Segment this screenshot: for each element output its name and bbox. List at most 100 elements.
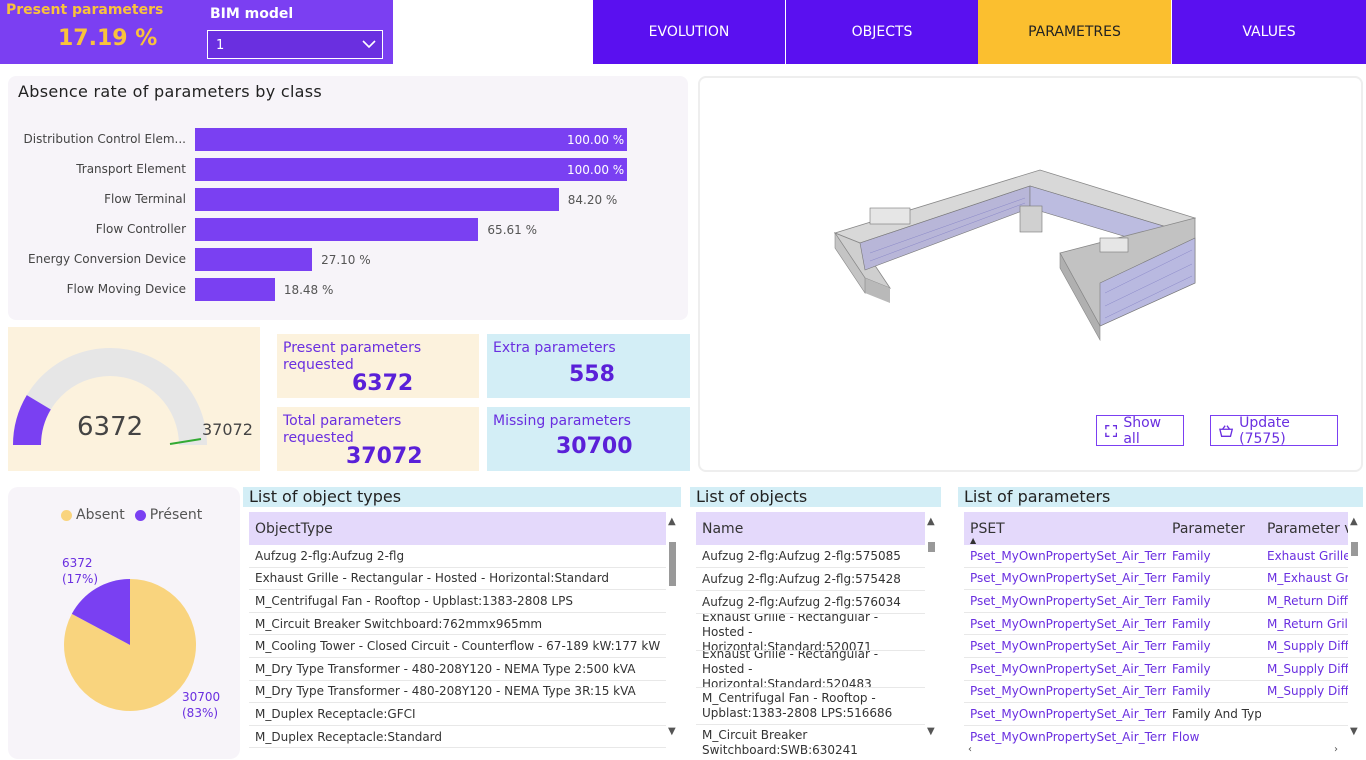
show-all-button[interactable]: Show all (1096, 415, 1184, 447)
parameter-value-cell: M_Supply Diffuse (1267, 684, 1348, 699)
parameter-cell: Family (1172, 593, 1211, 608)
object-type-row[interactable]: M_Centrifugal Fan - Rooftop - Upblast:13… (249, 590, 666, 613)
tab-parametres[interactable]: PARAMETRES (978, 0, 1171, 64)
bar-0[interactable] (195, 128, 627, 151)
legend-absent-label: Absent (76, 507, 125, 523)
bar-5[interactable] (195, 278, 275, 301)
missing-parameters-label: Missing parameters (493, 413, 631, 429)
parameter-row[interactable]: Pset_MyOwnPropertySet_Air_Terminal Family… (964, 635, 1348, 658)
pie-label-present: 6372 (17%) (62, 555, 98, 587)
parameters-header[interactable]: PSET ▲ Parameter Parameter va (964, 512, 1348, 545)
parameters-scrollbar[interactable]: ▲ ▼ (1348, 512, 1360, 745)
pset-column-header[interactable]: PSET ▲ (964, 521, 1166, 545)
scroll-up-icon[interactable]: ▲ (668, 516, 676, 527)
object-type-row[interactable]: M_Dry Type Transformer - 480-208Y120 - N… (249, 681, 666, 704)
scroll-up-icon[interactable]: ▲ (1350, 516, 1358, 527)
parameter-row[interactable]: Pset_MyOwnPropertySet_Air_Terminal Family… (964, 703, 1348, 726)
object-type-row[interactable]: Exhaust Grille - Rectangular - Hosted - … (249, 568, 666, 591)
pie-absent-pct: (83%) (182, 706, 219, 720)
scroll-down-icon[interactable]: ▼ (1350, 726, 1358, 737)
object-type-row[interactable]: M_Cooling Tower - Closed Circuit - Count… (249, 635, 666, 658)
present-parameters-requested-label: Present parameters requested (283, 340, 422, 373)
parameters-list[interactable]: Pset_MyOwnPropertySet_Air_Terminal Family… (964, 545, 1348, 745)
object-type-row[interactable]: M_Duplex Receptacle:Standard (249, 726, 666, 749)
object-row[interactable]: Aufzug 2-flg:Aufzug 2-flg:575428 (696, 568, 925, 591)
scroll-right-icon[interactable]: › (1334, 744, 1338, 755)
header-spacer (393, 0, 593, 64)
chevron-down-icon (362, 40, 376, 49)
pset-cell: Pset_MyOwnPropertySet_Air_Terminal (970, 593, 1166, 608)
bar-category-label: Flow Terminal (104, 192, 186, 206)
parameters-hscrollbar[interactable]: ‹ › (964, 744, 1348, 758)
scroll-thumb[interactable] (1351, 542, 1358, 556)
parameter-row[interactable]: Pset_MyOwnPropertySet_Air_Terminal Flow (964, 726, 1348, 745)
extra-parameters-value: 558 (569, 362, 615, 387)
total-parameters-requested-label: Total parameters requested (283, 413, 402, 446)
bar-2[interactable] (195, 188, 559, 211)
bar-category-label: Flow Controller (95, 222, 186, 236)
object-row[interactable]: Exhaust Grille - Rectangular - Hosted - … (696, 651, 925, 688)
bar-1[interactable] (195, 158, 627, 181)
parameter-row[interactable]: Pset_MyOwnPropertySet_Air_Terminal Family… (964, 613, 1348, 636)
scroll-thumb[interactable] (669, 542, 676, 586)
object-row[interactable]: Aufzug 2-flg:Aufzug 2-flg:575085 (696, 545, 925, 568)
bim-3d-viewer[interactable] (698, 76, 1363, 472)
bar-value-label: 84.20 % (567, 193, 618, 207)
scroll-down-icon[interactable]: ▼ (668, 726, 676, 737)
bar-3[interactable] (195, 218, 479, 241)
update-button[interactable]: Update (7575) (1210, 414, 1338, 447)
name-column-header[interactable]: Name (702, 520, 744, 537)
pie-present-count: 6372 (62, 556, 93, 570)
extra-parameters-card: Extra parameters 558 (487, 334, 690, 398)
object-types-scrollbar[interactable]: ▲ ▼ (666, 512, 678, 758)
parameter-row[interactable]: Pset_MyOwnPropertySet_Air_Terminal Family… (964, 590, 1348, 613)
tab-objects[interactable]: OBJECTS (786, 0, 978, 64)
parameter-row[interactable]: Pset_MyOwnPropertySet_Air_Terminal Family… (964, 658, 1348, 681)
parameters-title: List of parameters (958, 487, 1363, 507)
scroll-up-icon[interactable]: ▲ (927, 516, 935, 527)
object-type-row[interactable]: M_Dry Type Transformer - 480-208Y120 - N… (249, 658, 666, 681)
parameter-column-header[interactable]: Parameter (1172, 520, 1245, 537)
pset-cell: Pset_MyOwnPropertySet_Air_Terminal (970, 639, 1166, 654)
bar-value-label: 18.48 % (283, 283, 334, 297)
object-types-list[interactable]: Aufzug 2-flg:Aufzug 2-flg Exhaust Grille … (249, 545, 666, 758)
missing-parameters-card: Missing parameters 30700 (487, 407, 690, 471)
scroll-left-icon[interactable]: ‹ (968, 744, 972, 755)
scroll-down-icon[interactable]: ▼ (927, 726, 935, 737)
object-row[interactable]: Exhaust Grille - Rectangular - Hosted - … (696, 614, 925, 651)
parameter-row[interactable]: Pset_MyOwnPropertySet_Air_Terminal Family… (964, 568, 1348, 591)
object-types-header[interactable]: ObjectType (249, 512, 666, 545)
parameter-value-column-header[interactable]: Parameter va (1267, 520, 1348, 537)
pset-cell: Pset_MyOwnPropertySet_Air_Terminal (970, 684, 1166, 699)
bar-4[interactable] (195, 248, 313, 271)
bar-value-label: 27.10 % (321, 253, 371, 267)
parameter-cell: Family (1172, 684, 1211, 699)
tab-values[interactable]: VALUES (1172, 0, 1366, 64)
object-type-row[interactable]: M_Circuit Breaker Switchboard:762mmx965m… (249, 613, 666, 636)
object-type-row[interactable]: M_Duplex Receptacle:GFCI (249, 703, 666, 726)
object-row[interactable]: Aufzug 2-flg:Aufzug 2-flg:576034 (696, 591, 925, 614)
basket-icon (1219, 424, 1234, 437)
object-row[interactable]: M_Circuit Breaker Switchboard:SWB:630241 (696, 725, 925, 758)
parameter-row[interactable]: Pset_MyOwnPropertySet_Air_Terminal Family… (964, 545, 1348, 568)
parameter-value-cell: M_Supply Diffuse (1267, 661, 1348, 676)
present-parameters-value: 17.19 % (58, 26, 158, 51)
parameter-value-cell: M_Return Diffuse (1267, 593, 1348, 608)
tab-evolution[interactable]: EVOLUTION (593, 0, 785, 64)
objects-list[interactable]: Aufzug 2-flg:Aufzug 2-flg:575085 Aufzug 2… (696, 545, 925, 758)
absence-rate-chart-title: Absence rate of parameters by class (18, 82, 323, 101)
objects-header[interactable]: Name (696, 512, 925, 545)
pset-cell: Pset_MyOwnPropertySet_Air_Terminal (970, 729, 1166, 744)
object-row[interactable]: M_Centrifugal Fan - Rooftop - Upblast:13… (696, 688, 925, 725)
objects-scrollbar[interactable]: ▲ ▼ (925, 512, 937, 758)
parameter-value-cell: M_Exhaust Grill: (1267, 571, 1348, 586)
parameter-row[interactable]: Pset_MyOwnPropertySet_Air_Terminal Family… (964, 681, 1348, 704)
scroll-thumb[interactable] (928, 542, 935, 552)
sort-ascending-icon[interactable]: ▲ (970, 535, 977, 545)
update-label: Update (7575) (1239, 414, 1290, 447)
bim-model-dropdown[interactable]: 1 (207, 30, 383, 59)
object-type-row[interactable]: Aufzug 2-flg:Aufzug 2-flg (249, 545, 666, 568)
object-type-column-header[interactable]: ObjectType (255, 520, 333, 537)
bar-category-label: Distribution Control Elem... (23, 132, 186, 146)
present-absent-pie (64, 579, 197, 711)
